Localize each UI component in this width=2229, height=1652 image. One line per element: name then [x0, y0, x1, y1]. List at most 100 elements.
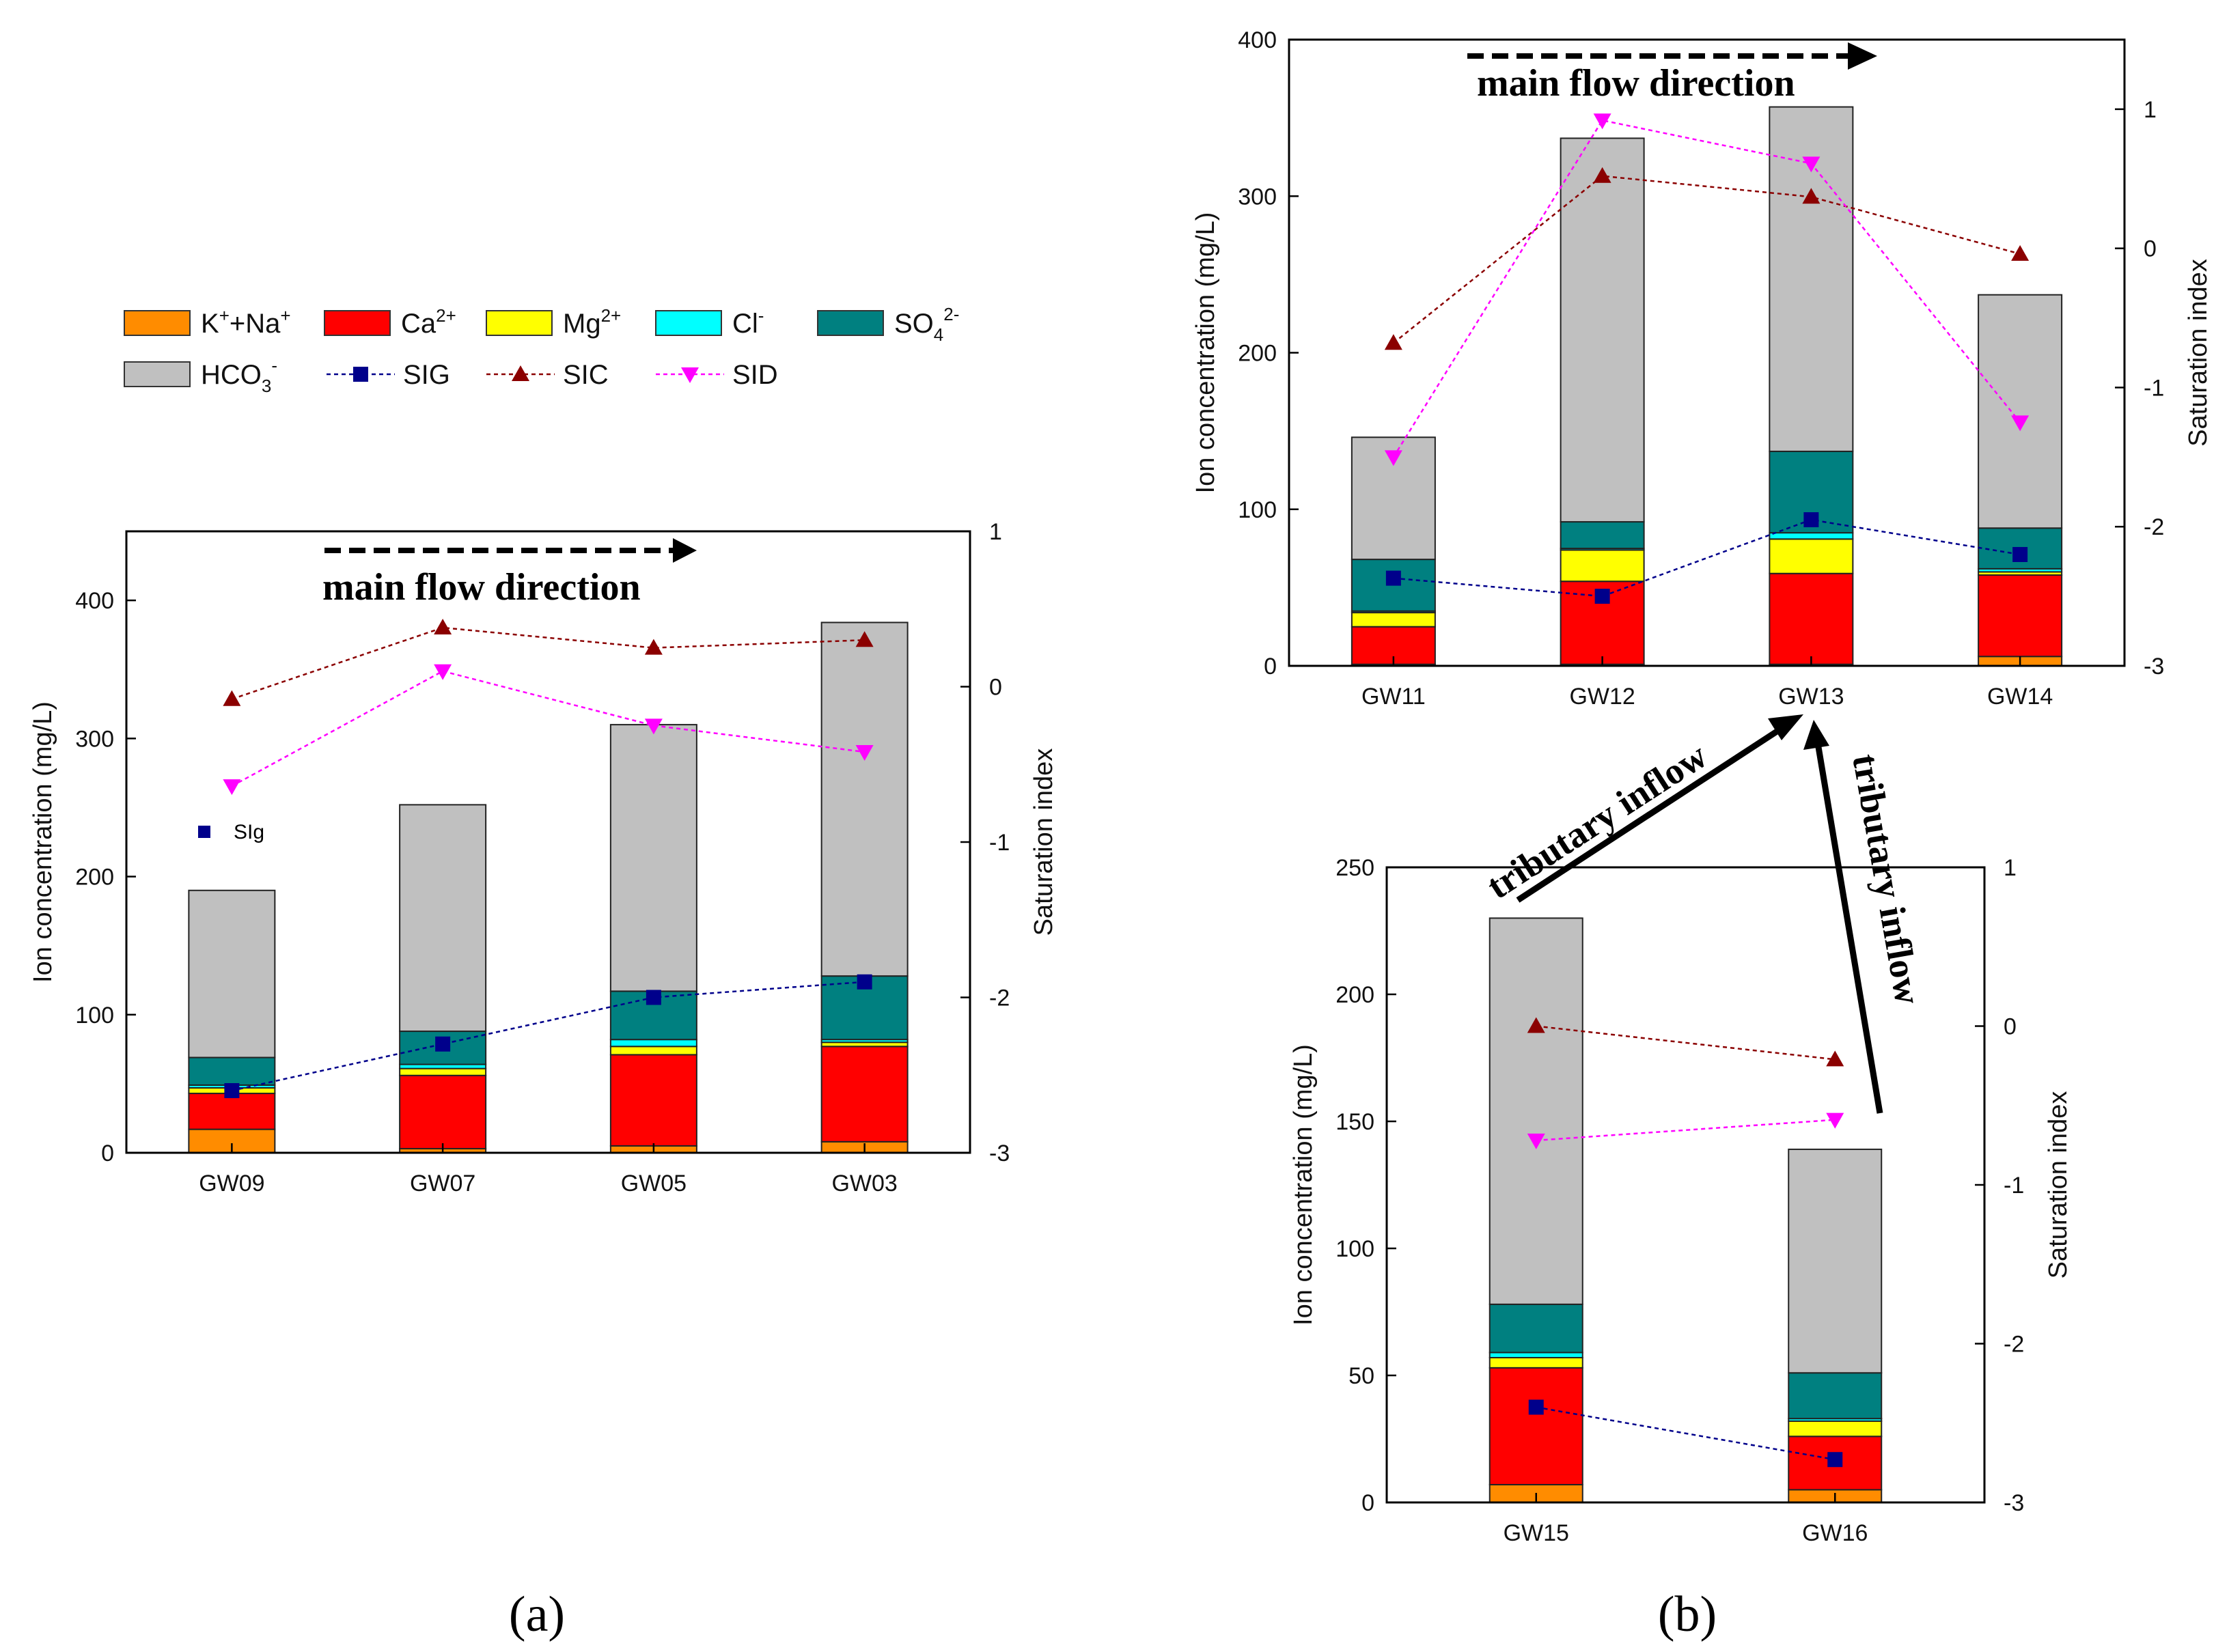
point-sid-GW03 [855, 745, 874, 761]
legend-text-sup: + [280, 305, 290, 326]
point-sic-GW15 [1527, 1017, 1545, 1033]
y2-tick-label: -2 [989, 985, 1010, 1011]
bar-GW13-cl [1769, 532, 1854, 540]
bar-GW11-mg [1351, 612, 1436, 628]
y-tick-label: 200 [1335, 982, 1374, 1008]
series-line-sid [1392, 119, 2021, 458]
tributary-arrow-1 [1516, 723, 1788, 903]
y2-tick-label: -1 [2004, 1173, 2024, 1199]
bar-GW07-mg [399, 1067, 487, 1076]
point-sig-GW07 [435, 1036, 451, 1052]
bar-GW13-mg [1769, 538, 1854, 574]
series-line-sid [1536, 1119, 1836, 1142]
bar-GW05-cl [609, 1039, 697, 1048]
point-sic-GW03 [855, 631, 874, 647]
y-tick-label: 100 [75, 1003, 114, 1028]
x-tick-label: GW16 [1802, 1520, 1868, 1546]
legend-label-sig: SIG [403, 360, 450, 390]
bar-GW15-so4 [1489, 1303, 1583, 1354]
y2-tick-label: 0 [2144, 236, 2157, 262]
legend-swatch-cl [655, 310, 722, 336]
series-line-sig [232, 981, 865, 1092]
bar-GW15-mg [1489, 1356, 1583, 1369]
legend-text-mid: +Na [230, 309, 281, 339]
legend-item-ca: Ca2+ [324, 305, 456, 339]
y2-tick-label: -3 [2144, 654, 2164, 680]
bar-GW15-cl [1489, 1352, 1583, 1358]
y2-axis-label: Saturation index [2044, 1091, 2073, 1279]
legend-swatch-kna [124, 310, 191, 336]
chart-panel-a: 0 100 200 300 400 -3 -2 -1 0 1 GW09 GW07 GW05 GW03 Ion… [29, 519, 1058, 1196]
legend-item-sid: SID [656, 360, 778, 390]
legend-item-cl: Cl- [655, 305, 764, 339]
x-tick-label: GW05 [621, 1171, 687, 1196]
point-sig-GW05 [646, 990, 661, 1005]
legend-text-base: HCO [201, 360, 262, 390]
y-tick-label: 400 [1238, 27, 1277, 53]
bar-GW15-hco3 [1489, 917, 1583, 1305]
bar-GW14-hco3 [1978, 294, 2063, 529]
point-sic-GW16 [1826, 1050, 1844, 1067]
legend-swatch-so4 [817, 310, 884, 336]
main-flow-label-a: main flow direction [322, 566, 641, 608]
y-tick-label: 0 [101, 1140, 114, 1166]
y2-tick-label: 1 [2004, 855, 2017, 881]
legend-text-sup: 2+ [436, 305, 456, 326]
y-tick-label: 300 [1238, 184, 1277, 210]
legend-text-sup: - [271, 355, 277, 376]
y-tick-label: 100 [1238, 497, 1277, 523]
tributary-arrowhead-1 [1768, 714, 1803, 740]
point-sid-GW09 [223, 779, 241, 796]
y-tick-label: 0 [1264, 654, 1277, 680]
series-line-sid [231, 670, 865, 787]
x-tick-label: GW11 [1361, 684, 1426, 710]
x-tick-label: GW12 [1569, 684, 1635, 710]
legend-label-ca: Ca2+ [401, 305, 456, 339]
bar-GW12-so4 [1560, 521, 1645, 550]
legend-text-sub: 3 [262, 376, 271, 396]
series-line-sig [1393, 518, 2021, 598]
point-sig-GW15 [1528, 1399, 1544, 1415]
point-sid-GW05 [644, 718, 663, 735]
bar-GW16-mg [1788, 1420, 1883, 1438]
y2-tick-label: -1 [989, 830, 1010, 856]
y-tick-label: 200 [1238, 341, 1277, 367]
y-axis-label: Ion concentration (mg/L) [1289, 1044, 1318, 1326]
panel-label-a: (a) [509, 1586, 565, 1642]
point-sig-GW13 [1803, 512, 1819, 528]
sig-marker-annotation [198, 826, 210, 838]
legend-label-kna: K++Na+ [201, 305, 291, 339]
y-tick-label: 300 [75, 726, 114, 752]
legend-marker-sic [512, 365, 529, 381]
point-sig-GW14 [2012, 546, 2028, 562]
y-tick-label: 400 [75, 588, 114, 614]
series-line-sig [1536, 1406, 1836, 1461]
bar-GW14-ca [1978, 574, 2063, 658]
tributary-label-1: tributary inflow [1480, 735, 1714, 907]
y-tick-label: 100 [1335, 1236, 1374, 1262]
bar-GW05-ca [609, 1054, 697, 1147]
bar-GW07-hco3 [399, 804, 487, 1033]
legend-item-so4: SO42- [817, 304, 959, 345]
y2-tick-label: 0 [989, 675, 1002, 701]
x-tick-label: GW14 [1987, 684, 2053, 710]
legend-text-sub: 4 [934, 324, 943, 345]
point-sig-GW12 [1594, 589, 1610, 604]
legend-label-sid: SID [732, 360, 778, 390]
legend-label-sic: SIC [563, 360, 609, 390]
legend-item-hco3: HCO3- [124, 355, 277, 396]
legend-text-sup: 2+ [601, 305, 622, 326]
legend-item-sic: SIC [486, 360, 609, 390]
bar-GW09-hco3 [188, 889, 276, 1059]
point-sig-GW11 [1385, 570, 1401, 586]
bar-GW12-hco3 [1560, 137, 1645, 523]
main-flow-arrowhead-a [673, 538, 697, 563]
legend-text-base: Mg [563, 309, 601, 339]
y2-axis-label: Saturation index [2184, 259, 2213, 447]
point-sic-GW14 [2011, 244, 2030, 261]
point-sid-GW16 [1826, 1112, 1844, 1129]
legend-swatch-hco3 [124, 361, 191, 387]
chart-panel-b-top: 0 100 200 300 400 -3 -2 -1 0 1 GW11 GW12 GW13 GW14 Ion… [1191, 27, 2213, 710]
bar-GW13-ca [1769, 572, 1854, 665]
